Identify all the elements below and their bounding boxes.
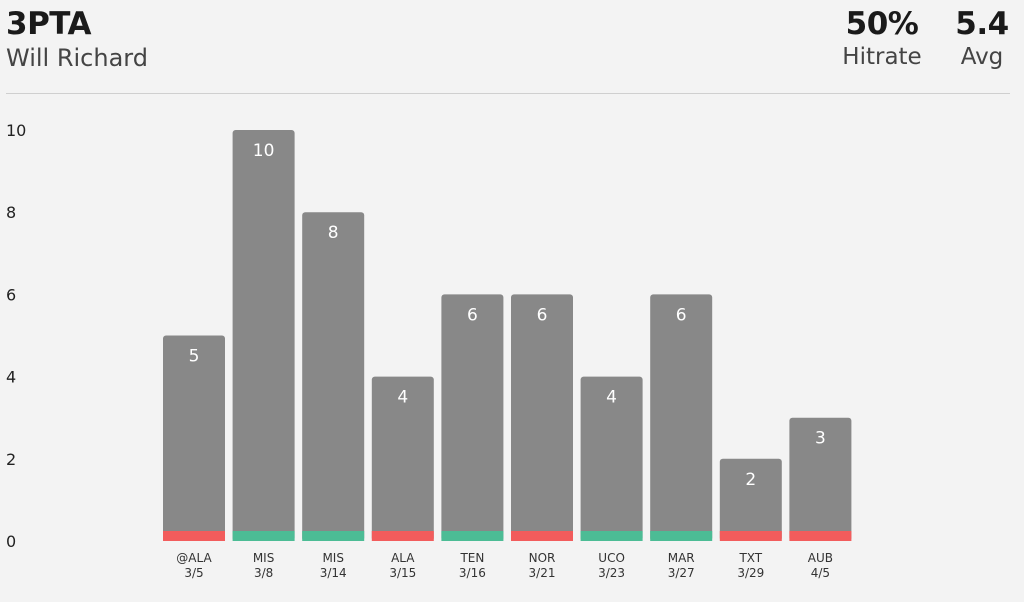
x-tick-label: ALA — [391, 551, 415, 565]
x-tick-label: NOR — [529, 551, 556, 565]
bar — [789, 417, 852, 541]
y-tick-label: 10 — [6, 121, 26, 140]
y-tick-label: 4 — [6, 368, 16, 387]
bar — [580, 376, 643, 541]
x-tick-label: MIS — [322, 551, 344, 565]
header-divider — [6, 93, 1010, 94]
x-tick-date: 3/29 — [737, 566, 764, 580]
bar — [232, 130, 295, 541]
x-tick-date: 3/14 — [320, 566, 347, 580]
hitrate-value: 50% — [845, 6, 919, 42]
y-tick-label: 8 — [6, 203, 16, 222]
x-tick-label: UCO — [598, 551, 625, 565]
data-label: 4 — [606, 388, 617, 408]
y-tick-label: 6 — [6, 285, 16, 304]
x-tick-date: 3/15 — [389, 566, 416, 580]
data-label: 8 — [328, 223, 339, 243]
x-tick-label: MAR — [668, 551, 695, 565]
data-label: 6 — [537, 305, 548, 325]
result-strip — [511, 531, 573, 541]
result-strip — [580, 531, 643, 541]
result-strip — [719, 531, 782, 541]
data-label: 3 — [815, 429, 826, 449]
x-tick-date: 3/23 — [598, 566, 625, 580]
result-strip — [789, 531, 852, 541]
data-label: 5 — [189, 347, 200, 367]
player-name: Will Richard — [6, 44, 148, 72]
y-tick-label: 0 — [6, 532, 16, 551]
avg-metric: 5.4 Avg — [946, 6, 1018, 70]
x-tick-date: 4/5 — [811, 566, 830, 580]
x-tick-date: 3/21 — [529, 566, 556, 580]
x-tick-label: @ALA — [176, 551, 212, 565]
x-tick-date: 3/16 — [459, 566, 486, 580]
data-label: 10 — [253, 141, 275, 161]
x-tick-date: 3/27 — [668, 566, 695, 580]
data-label: 6 — [467, 305, 478, 325]
result-strip — [302, 531, 365, 541]
result-strip — [371, 531, 434, 541]
result-strip — [232, 531, 295, 541]
x-tick-label: AUB — [808, 551, 833, 565]
data-label: 2 — [745, 470, 756, 490]
bar — [511, 294, 573, 541]
result-strip — [441, 531, 504, 541]
bar — [371, 376, 434, 541]
avg-label: Avg — [960, 44, 1004, 70]
bar — [163, 335, 225, 541]
data-label: 6 — [676, 305, 687, 325]
stat-title: 3PTA — [6, 6, 92, 42]
bar — [302, 212, 365, 541]
x-tick-date: 3/8 — [254, 566, 273, 580]
bar — [650, 294, 713, 541]
y-tick-label: 2 — [6, 450, 16, 469]
bar-chart: 02468105@ALA3/510MIS3/88MIS3/144ALA3/156… — [6, 121, 852, 580]
hitrate-label: Hitrate — [842, 44, 922, 70]
result-strip — [163, 531, 225, 541]
result-strip — [650, 531, 713, 541]
bar — [719, 458, 782, 541]
bar — [441, 294, 504, 541]
x-tick-date: 3/5 — [184, 566, 203, 580]
x-tick-label: TXT — [738, 551, 762, 565]
hitrate-metric: 50% Hitrate — [838, 6, 926, 70]
data-label: 4 — [397, 388, 408, 408]
x-tick-label: MIS — [253, 551, 275, 565]
avg-value: 5.4 — [955, 6, 1009, 42]
x-tick-label: TEN — [459, 551, 484, 565]
